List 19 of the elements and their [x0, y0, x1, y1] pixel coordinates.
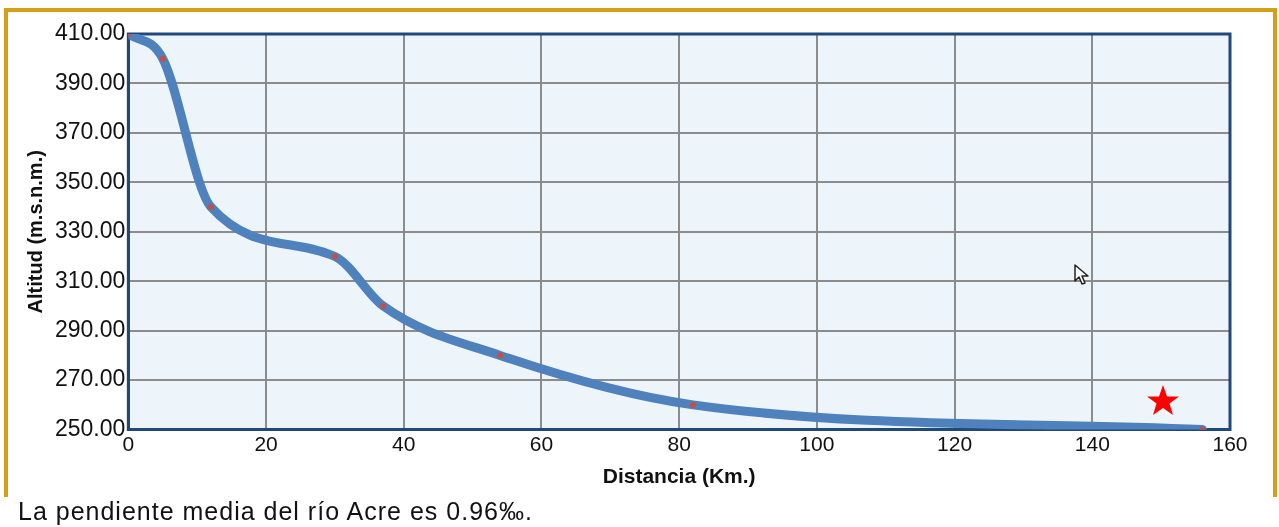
y-tick-label: 390.00 [54, 68, 126, 95]
x-tick-label: 60 [529, 432, 554, 455]
x-tick-label: 80 [667, 432, 691, 455]
x-tick-label: 120 [937, 432, 973, 455]
y-tick-label: 350.00 [54, 167, 126, 194]
x-tick-label: 140 [1074, 432, 1110, 455]
x-tick-label: 20 [254, 432, 278, 455]
y-tick-label: 270.00 [54, 365, 126, 392]
y-tick-label: 370.00 [54, 118, 126, 145]
y-tick-label: 410.00 [54, 19, 126, 46]
x-axis-title: Distancia (Km.) [602, 464, 756, 488]
y-tick-label: 330.00 [54, 217, 126, 244]
y-tick-label: 290.00 [54, 316, 126, 343]
x-tick-label: 100 [799, 432, 835, 455]
y-tick-label: 310.00 [54, 266, 126, 293]
x-tick-label: 160 [1212, 432, 1248, 455]
text: La pendiente media del río Acre es 0.96‰. [18, 497, 533, 526]
x-tick-label: 40 [392, 432, 416, 455]
y-axis-title: Altitud (m.s.n.m.) [23, 150, 46, 314]
